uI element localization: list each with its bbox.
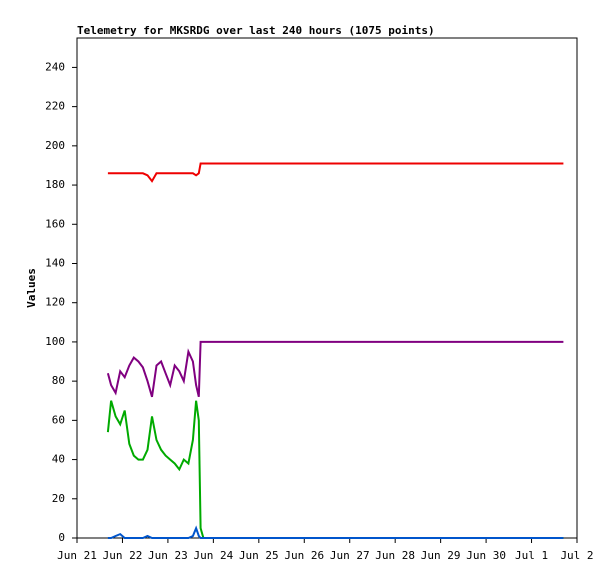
y-tick-label: 100 — [45, 335, 65, 348]
x-tick-label: Jun 26 — [284, 549, 324, 562]
chart-title: Telemetry for MKSRDG over last 240 hours… — [77, 24, 435, 37]
y-tick-label: 200 — [45, 139, 65, 152]
x-tick-label: Jun 30 — [466, 549, 506, 562]
x-tick-label: Jul 2 — [560, 549, 593, 562]
x-tick-label: Jun 27 — [330, 549, 370, 562]
series-line — [106, 340, 564, 398]
x-tick-label: Jun 23 — [148, 549, 188, 562]
plot-frame — [76, 37, 578, 539]
x-tick-label: Jun 22 — [103, 549, 143, 562]
x-tick-label: Jul 1 — [515, 549, 548, 562]
y-tick-label: 80 — [52, 374, 65, 387]
y-tick-label: 160 — [45, 217, 65, 230]
y-tick-label: 60 — [52, 413, 65, 426]
x-tick-label: Jun 29 — [421, 549, 461, 562]
y-tick-label: 180 — [45, 178, 65, 191]
series-line — [107, 525, 564, 539]
y-tick-label: 120 — [45, 296, 65, 309]
y-tick-label: 220 — [45, 100, 65, 113]
series-line — [107, 162, 564, 183]
y-tick-label: 0 — [58, 531, 65, 544]
x-tick-label: Jun 21 — [57, 549, 97, 562]
y-tick-label: 40 — [52, 453, 65, 466]
x-tick-label: Jun 24 — [193, 549, 233, 562]
y-tick-label: 20 — [52, 492, 65, 505]
y-tick-label: 140 — [45, 256, 65, 269]
x-tick-label: Jun 25 — [239, 549, 279, 562]
y-axis-label: Values — [25, 268, 38, 308]
series-line — [106, 400, 564, 539]
y-tick-label: 240 — [45, 60, 65, 73]
x-tick-label: Jun 28 — [375, 549, 415, 562]
